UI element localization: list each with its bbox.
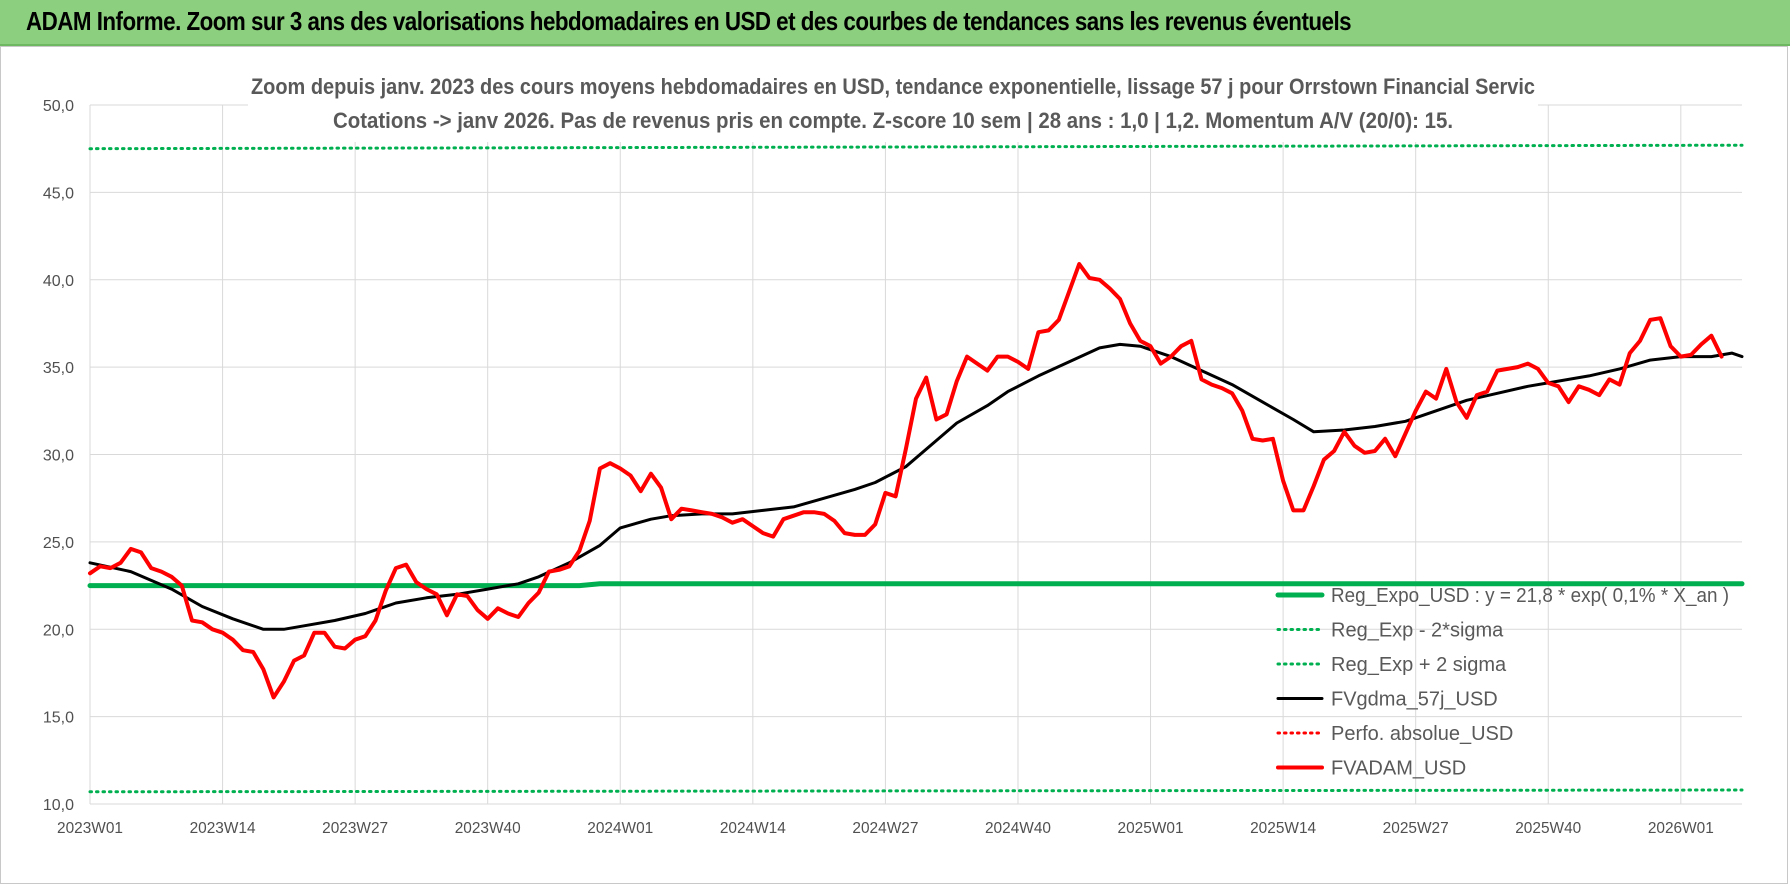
x-tick-label: 2026W01 [1648,820,1714,837]
chart-grid [89,104,1742,805]
legend-label: Reg_Expo_USD : y = 21,8 * exp( 0,1% * X_… [1331,585,1729,607]
y-tick-label: 15,0 [43,710,74,727]
chart-frame [0,46,1788,884]
y-tick-label: 45,0 [43,185,74,202]
x-tick-label: 2025W27 [1383,820,1449,837]
legend-label: FVADAM_USD [1331,758,1466,780]
x-tick-label: 2024W27 [852,820,918,837]
series-line-2 [88,143,1744,151]
series-line-1 [88,788,1744,794]
title-backdrop [248,66,1538,142]
y-tick-label: 50,0 [43,98,74,115]
y-axis-ticks: 10,0 15,0 20,0 25,0 30,0 35,0 40,0 45,0 50,0 [43,98,74,814]
x-tick-label: 2025W01 [1118,820,1184,837]
y-tick-label: 30,0 [43,448,74,465]
x-tick-label: 2025W14 [1250,820,1316,837]
chart-series [87,143,1745,794]
x-tick-label: 2023W01 [57,820,123,837]
x-tick-label: 2024W14 [720,820,786,837]
series-line-5 [88,262,1724,700]
y-tick-label: 25,0 [43,535,74,552]
x-tick-label: 2023W40 [455,820,521,837]
chart-title-line1: Zoom depuis janv. 2023 des cours moyens … [251,74,1535,99]
chart-legend: Reg_Expo_USD : y = 21,8 * exp( 0,1% * X_… [1275,585,1729,780]
legend-label: Reg_Exp + 2 sigma [1331,654,1507,676]
x-tick-label: 2025W40 [1515,820,1581,837]
report-title: ADAM Informe. Zoom sur 3 ans des valoris… [26,6,1352,36]
legend-label: Reg_Exp - 2*sigma [1331,620,1504,642]
y-tick-label: 40,0 [43,273,74,290]
x-tick-label: 2024W40 [985,820,1051,837]
x-tick-label: 2024W01 [587,820,653,837]
x-axis-ticks: 2023W01 2023W14 2023W27 2023W40 2024W01 2024W… [57,820,1714,837]
y-tick-label: 10,0 [43,797,74,814]
x-tick-label: 2023W14 [190,820,256,837]
y-tick-label: 20,0 [43,622,74,639]
legend-label: FVgdma_57j_USD [1331,689,1498,711]
series-line-0 [87,581,1745,589]
y-tick-label: 35,0 [43,360,74,377]
x-tick-label: 2023W27 [322,820,388,837]
report-banner: ADAM Informe. Zoom sur 3 ans des valoris… [0,0,1790,46]
legend-label: Perfo. absolue_USD [1331,723,1513,745]
chart-title-line2: Cotations -> janv 2026. Pas de revenus p… [333,108,1453,133]
